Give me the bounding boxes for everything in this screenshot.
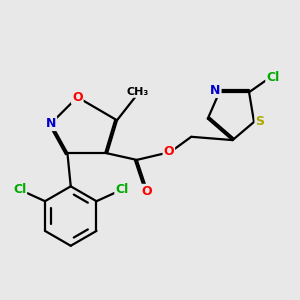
Text: N: N — [46, 117, 56, 130]
Text: Cl: Cl — [115, 183, 128, 196]
Text: N: N — [210, 84, 220, 97]
Text: O: O — [72, 91, 83, 104]
Text: O: O — [164, 145, 174, 158]
Text: Cl: Cl — [13, 183, 26, 196]
Text: O: O — [141, 185, 152, 198]
Text: S: S — [256, 116, 265, 128]
Text: Cl: Cl — [266, 71, 280, 84]
Text: CH₃: CH₃ — [126, 87, 148, 97]
